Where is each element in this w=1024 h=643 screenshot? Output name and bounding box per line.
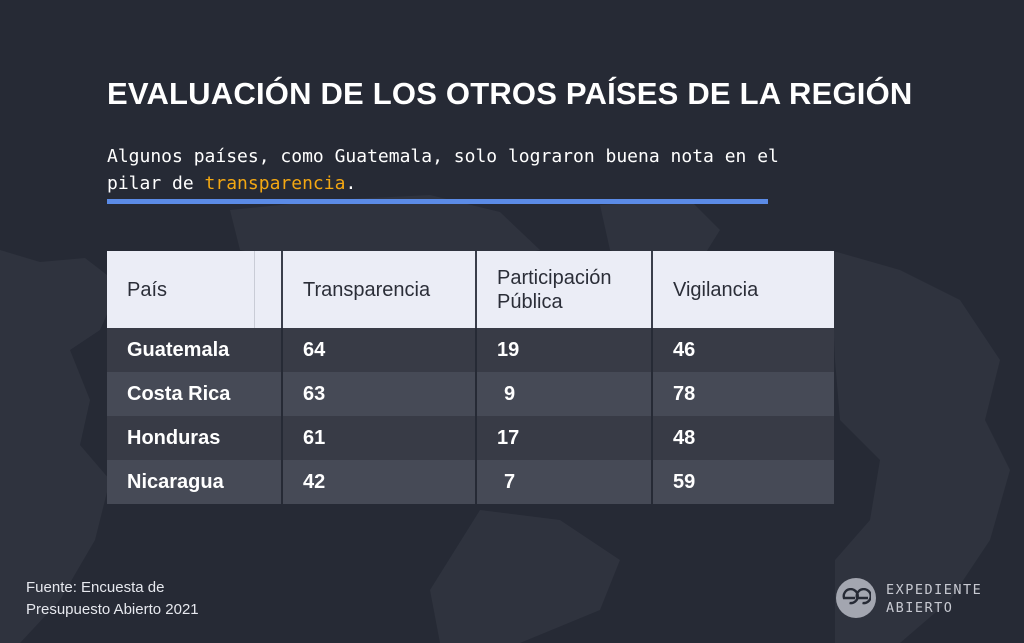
transparencia-cell: 63 bbox=[281, 372, 476, 416]
column-header-vigilancia: Vigilancia bbox=[651, 251, 834, 328]
participacion-cell: 7 bbox=[475, 460, 652, 504]
column-header-participacion: Participación Pública bbox=[475, 251, 652, 328]
table-header-row: País Transparencia Participación Pública… bbox=[107, 251, 834, 328]
expediente-abierto-logo: EXPEDIENTE ABIERTO bbox=[836, 578, 996, 622]
column-header-pais: País bbox=[107, 251, 282, 328]
participacion-cell: 19 bbox=[475, 328, 652, 372]
country-cell: Nicaragua bbox=[107, 460, 282, 504]
country-scores-table: País Transparencia Participación Pública… bbox=[107, 251, 834, 504]
source-line-1: Fuente: Encuesta de bbox=[26, 579, 165, 596]
subtitle-highlight: transparencia bbox=[204, 173, 346, 194]
source-line-2: Presupuesto Abierto 2021 bbox=[26, 601, 199, 618]
country-cell: Honduras bbox=[107, 416, 282, 460]
transparencia-cell: 42 bbox=[281, 460, 476, 504]
title-underline bbox=[107, 199, 768, 204]
vigilancia-cell: 78 bbox=[651, 372, 834, 416]
logo-line-2: ABIERTO bbox=[886, 600, 954, 616]
transparencia-cell: 61 bbox=[281, 416, 476, 460]
table-row: Nicaragua 42 7 59 bbox=[107, 460, 834, 504]
logo-mark-icon bbox=[836, 578, 876, 618]
table-row: Guatemala 64 19 46 bbox=[107, 328, 834, 372]
logo-line-1: EXPEDIENTE bbox=[886, 582, 983, 598]
vigilancia-cell: 46 bbox=[651, 328, 834, 372]
transparencia-cell: 64 bbox=[281, 328, 476, 372]
column-header-transparencia: Transparencia bbox=[281, 251, 476, 328]
source-note: Fuente: Encuesta de Presupuesto Abierto 2… bbox=[26, 577, 199, 621]
vigilancia-cell: 48 bbox=[651, 416, 834, 460]
participacion-cell: 9 bbox=[475, 372, 652, 416]
logo-text: EXPEDIENTE ABIERTO bbox=[886, 581, 982, 617]
subtitle-text: Algunos países, como Guatemala, solo log… bbox=[107, 146, 779, 194]
participacion-cell: 17 bbox=[475, 416, 652, 460]
vigilancia-cell: 59 bbox=[651, 460, 834, 504]
subtitle-end: . bbox=[345, 173, 357, 194]
table-row: Costa Rica 63 9 78 bbox=[107, 372, 834, 416]
page-title: EVALUACIÓN DE LOS OTROS PAÍSES DE LA REG… bbox=[107, 76, 913, 111]
country-cell: Costa Rica bbox=[107, 372, 282, 416]
table-row: Honduras 61 17 48 bbox=[107, 416, 834, 460]
subtitle: Algunos países, como Guatemala, solo log… bbox=[107, 143, 787, 197]
country-cell: Guatemala bbox=[107, 328, 282, 372]
